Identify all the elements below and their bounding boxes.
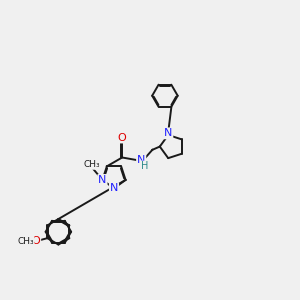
Text: N: N <box>137 155 146 165</box>
Text: H: H <box>141 161 148 172</box>
Text: CH₃: CH₃ <box>17 237 34 246</box>
Text: O: O <box>118 133 127 142</box>
Text: O: O <box>32 236 40 246</box>
Text: N: N <box>110 183 118 193</box>
Text: N: N <box>98 175 106 185</box>
Text: CH₃: CH₃ <box>83 160 100 169</box>
Text: N: N <box>164 128 172 138</box>
